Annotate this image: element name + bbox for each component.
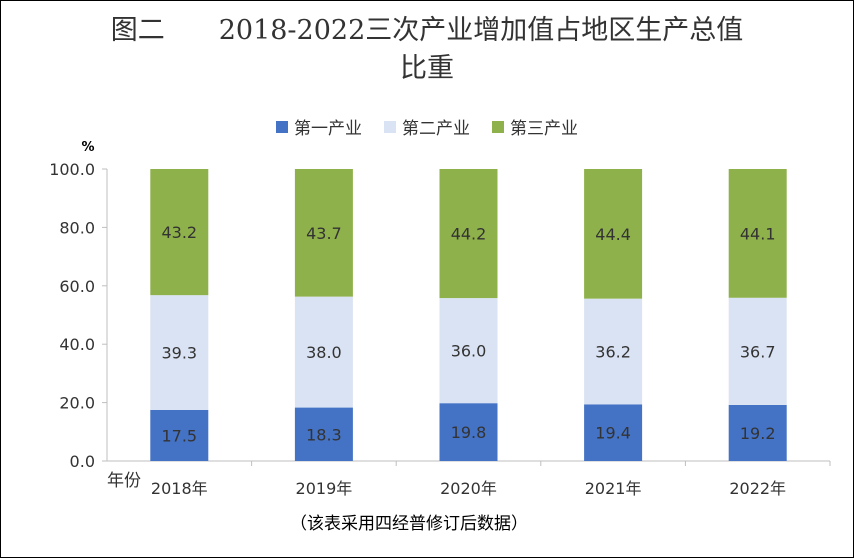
bar-segment-tertiary [728,169,787,298]
y-tick-label: 80.0 [59,218,95,237]
bar-data-label-tertiary: 43.7 [306,224,342,243]
bar-segment-primary [150,409,209,461]
legend-item-secondary: 第二产业 [384,114,470,139]
bar-segment-tertiary [439,169,498,299]
y-tick-label: 40.0 [59,335,95,354]
bar-data-label-tertiary: 43.2 [161,223,197,242]
legend-swatch-secondary [384,120,396,133]
legend-label-secondary: 第二产业 [402,119,470,139]
y-tick-label: 0.0 [70,452,95,471]
bar-data-label-tertiary: 44.1 [740,224,776,243]
bar-data-label-primary: 19.2 [740,424,776,443]
y-tick-label: 60.0 [59,277,95,296]
bar-data-label-secondary: 36.2 [595,343,631,362]
legend-item-primary: 第一产业 [276,114,362,139]
y-tick-label: 100.0 [49,160,95,179]
bar-segment-primary [584,404,643,461]
bar-data-label-primary: 17.5 [161,426,197,445]
bar-segment-primary [728,404,787,461]
bar-data-label-tertiary: 44.4 [595,225,631,244]
bar-segment-tertiary [584,169,643,299]
bar-data-label-primary: 19.4 [595,424,631,443]
y-tick-label: 20.0 [59,394,95,413]
bar-data-label-secondary: 38.0 [306,343,342,362]
legend-item-tertiary: 第三产业 [492,114,578,139]
footnote: （该表采用四经普修订后数据） [290,514,528,534]
legend-swatch-tertiary [492,120,504,133]
chart-title-line-2: 比重 [400,53,454,84]
bar-segment-secondary [584,298,643,405]
bar-data-label-primary: 18.3 [306,425,342,444]
y-axis-unit-label: % [81,140,94,155]
bar-segment-secondary [294,296,353,408]
x-axis-title: 年份 [107,471,141,491]
bar-segment-primary [294,407,353,461]
bar-segment-primary [439,403,498,461]
bar-data-label-secondary: 39.3 [161,344,197,363]
bar-data-label-secondary: 36.0 [451,342,487,361]
legend-swatch-primary [276,120,288,133]
bar-data-label-tertiary: 44.2 [451,225,487,244]
legend-label-tertiary: 第三产业 [510,119,578,139]
bar-segment-secondary [728,297,787,405]
bar-segment-tertiary [150,169,209,296]
bar-data-label-primary: 19.8 [451,423,487,442]
bar-data-label-secondary: 36.7 [740,342,776,361]
chart-title-line-1: 图二 2018-2022三次产业增加值占地区生产总值 [110,15,744,46]
chart-title: 图二 2018-2022三次产业增加值占地区生产总值 比重 [0,12,854,88]
legend-label-primary: 第一产业 [294,119,362,139]
bar-segment-tertiary [294,169,353,297]
x-tick-label: 2022年 [729,479,786,498]
chart-legend: 第一产业 第二产业 第三产业 [0,114,854,139]
x-tick-label: 2020年 [440,479,497,498]
bar-segment-secondary [439,298,498,404]
x-tick-label: 2021年 [585,479,642,498]
bar-segment-secondary [150,295,209,410]
x-tick-label: 2018年 [151,479,208,498]
x-tick-label: 2019年 [296,479,353,498]
